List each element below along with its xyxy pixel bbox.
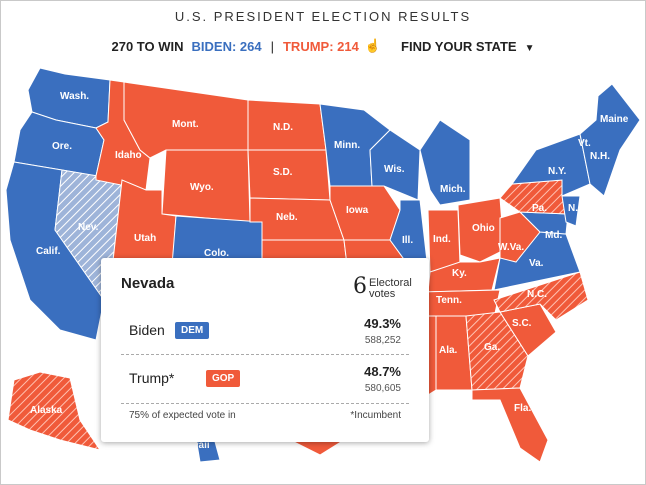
candidate-row-biden: Biden DEM 49.3% 588,252 (121, 316, 409, 352)
tooltip-state-name: Nevada (121, 275, 175, 292)
label-in: Ind. (433, 234, 451, 245)
state-new-england[interactable] (579, 83, 641, 197)
pointer-hand-icon: ☝ (364, 38, 382, 53)
label-hi: Hawaii (178, 440, 210, 451)
vote-count: 588,252 (364, 335, 401, 346)
label-ky: Ky. (452, 268, 467, 279)
incumbent-note: *Incumbent (350, 410, 401, 421)
label-mn: Minn. (334, 140, 360, 151)
label-mt: Mont. (172, 119, 199, 130)
label-sd: S.D. (273, 167, 293, 178)
state-west-virginia[interactable] (499, 211, 541, 263)
label-mi: Mich. (440, 184, 466, 195)
label-vt: Vt. (578, 138, 591, 149)
label-ny: N.Y. (548, 166, 567, 177)
label-il: Ill. (402, 235, 413, 246)
score-separator: | (270, 38, 274, 54)
label-nc: N.C. (527, 289, 547, 300)
label-tn: Tenn. (436, 295, 462, 306)
state-ohio[interactable] (457, 197, 505, 263)
trump-total: TRUMP: 214 (282, 38, 359, 54)
state-michigan[interactable] (419, 119, 471, 206)
row-divider (121, 354, 409, 355)
label-co: Colo. (204, 248, 229, 259)
label-al: Ala. (439, 345, 458, 356)
score-bar: 270 TO WIN BIDEN: 264 | TRUMP: 214 ☝ FIN… (0, 38, 646, 54)
expected-vote-note: 75% of expected vote in (129, 410, 236, 421)
candidate-row-trump: Trump* GOP 48.7% 580,605 (121, 364, 409, 400)
electoral-votes-label: Electoral votes (369, 277, 412, 300)
candidate-name: Biden (129, 322, 165, 338)
biden-total: BIDEN: 264 (191, 38, 262, 54)
label-pa: Pa. (532, 203, 547, 214)
vote-count: 580,605 (364, 383, 401, 394)
label-nv: Nev. (78, 222, 99, 233)
state-florida[interactable] (471, 387, 549, 463)
label-ut: Utah (134, 233, 156, 244)
label-id: Idaho (115, 150, 142, 161)
label-ca: Calif. (36, 246, 61, 257)
page-title: U.S. PRESIDENT ELECTION RESULTS (174, 9, 472, 24)
electoral-votes-count: 6 (353, 274, 367, 299)
label-wa: Wash. (60, 91, 89, 102)
label-sc: S.C. (512, 318, 532, 329)
label-nj: N.J. (568, 203, 587, 214)
label-nh: N.H. (590, 151, 610, 162)
state-new-jersey[interactable] (561, 195, 581, 227)
state-alaska[interactable] (7, 371, 102, 451)
state-georgia[interactable] (465, 311, 529, 391)
label-md: Md. (545, 230, 562, 241)
find-your-state-dropdown[interactable]: FIND YOUR STATE ▼ (401, 39, 534, 54)
find-your-state-label: FIND YOUR STATE (401, 38, 517, 54)
label-wi: Wis. (384, 164, 405, 175)
candidate-name: Trump* (129, 370, 175, 386)
label-ne: Neb. (276, 212, 298, 223)
label-wv: W.Va. (498, 242, 524, 253)
label-oh: Ohio (472, 223, 495, 234)
to-win-label: 270 TO WIN (111, 38, 184, 54)
label-ga: Ga. (484, 342, 500, 353)
label-me: Maine (600, 114, 629, 125)
vote-percentage: 49.3% (364, 316, 401, 331)
party-badge-dem: DEM (175, 322, 210, 339)
state-result-tooltip: Nevada 6 Electoral votes Biden DEM 49.3%… (101, 258, 429, 442)
party-badge-gop: GOP (206, 370, 241, 387)
label-va: Va. (529, 258, 544, 269)
label-wy: Wyo. (190, 182, 214, 193)
caret-down-icon: ▼ (524, 42, 535, 54)
label-ak: Alaska (30, 405, 63, 416)
label-or: Ore. (52, 141, 72, 152)
label-fl: Fla. (514, 403, 531, 414)
footer-divider (121, 403, 409, 404)
label-ia: Iowa (346, 205, 369, 216)
vote-percentage: 48.7% (364, 364, 401, 379)
label-nd: N.D. (273, 122, 293, 133)
